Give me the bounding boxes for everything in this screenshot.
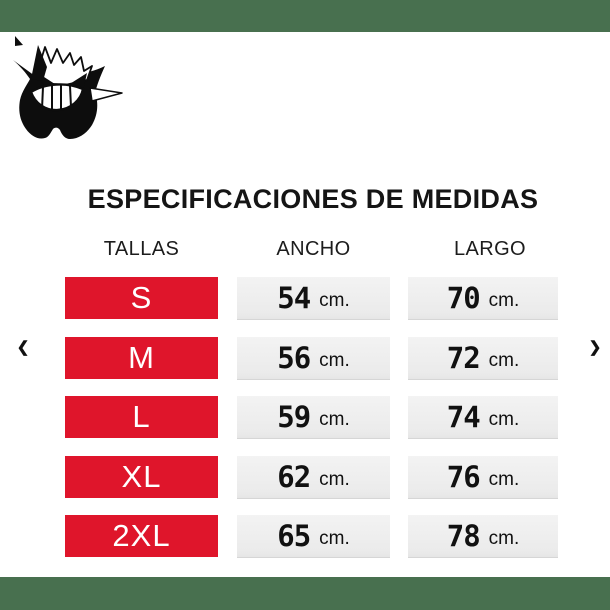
- table-row: S 54 cm. 70 cm.: [65, 277, 558, 320]
- ancho-cell: 56 cm.: [237, 337, 390, 380]
- ancho-cell: 65 cm.: [237, 515, 390, 558]
- bottom-band: [0, 577, 610, 610]
- ancho-cell: 59 cm.: [237, 396, 390, 439]
- measurement-value: 62: [277, 460, 311, 494]
- size-table: TALLAS ANCHO LARGO S 54 cm. 70 cm. M 56 …: [65, 237, 558, 559]
- measurement-unit: cm.: [319, 528, 350, 549]
- measurement-value: 76: [446, 460, 481, 494]
- size-badge: 2XL: [65, 515, 218, 557]
- measurement-value: 70: [446, 281, 481, 315]
- measurement-unit: cm.: [319, 409, 350, 430]
- ancho-cell: 62 cm.: [237, 456, 390, 499]
- largo-cell: 78 cm.: [408, 515, 558, 558]
- largo-cell: 70 cm.: [408, 277, 558, 320]
- table-row: XL 62 cm. 76 cm.: [65, 456, 558, 499]
- measurement-value: 54: [277, 281, 311, 315]
- measurement-value: 74: [446, 400, 481, 434]
- page-title: ESPECIFICACIONES DE MEDIDAS: [87, 184, 539, 214]
- gengar-logo-icon: [13, 36, 123, 139]
- carousel-next-button[interactable]: ❯: [582, 334, 608, 360]
- column-header-largo: LARGO: [453, 237, 527, 260]
- size-badge: L: [65, 396, 218, 438]
- measurement-unit: cm.: [319, 469, 350, 490]
- measurement-unit: cm.: [488, 409, 520, 430]
- measurement-unit: cm.: [319, 290, 350, 311]
- measurement-value: 78: [446, 519, 481, 553]
- measurement-value: 59: [277, 400, 311, 434]
- table-row: 2XL 65 cm. 78 cm.: [65, 515, 558, 558]
- largo-cell: 74 cm.: [408, 396, 558, 439]
- table-row: L 59 cm. 74 cm.: [65, 396, 558, 439]
- size-badge: S: [65, 277, 218, 319]
- measurement-unit: cm.: [488, 528, 520, 549]
- measurement-unit: cm.: [488, 290, 520, 311]
- carousel-prev-button[interactable]: ❮: [10, 334, 36, 360]
- size-badge: XL: [65, 456, 218, 498]
- measurement-value: 56: [277, 341, 311, 375]
- largo-cell: 72 cm.: [408, 337, 558, 380]
- measurement-unit: cm.: [488, 469, 520, 490]
- column-header-ancho: ANCHO: [276, 237, 351, 260]
- largo-cell: 76 cm.: [408, 456, 558, 499]
- size-badge: M: [65, 337, 218, 379]
- chevron-left-icon: ❮: [16, 338, 30, 356]
- measurement-value: 65: [277, 519, 311, 553]
- measurement-unit: cm.: [488, 350, 520, 371]
- measurement-value: 72: [446, 341, 481, 375]
- chevron-right-icon: ❯: [588, 338, 602, 356]
- measurement-unit: cm.: [319, 350, 350, 371]
- top-band: [0, 0, 610, 32]
- ancho-cell: 54 cm.: [237, 277, 390, 320]
- table-row: M 56 cm. 72 cm.: [65, 337, 558, 380]
- column-header-tallas: TALLAS: [103, 237, 180, 260]
